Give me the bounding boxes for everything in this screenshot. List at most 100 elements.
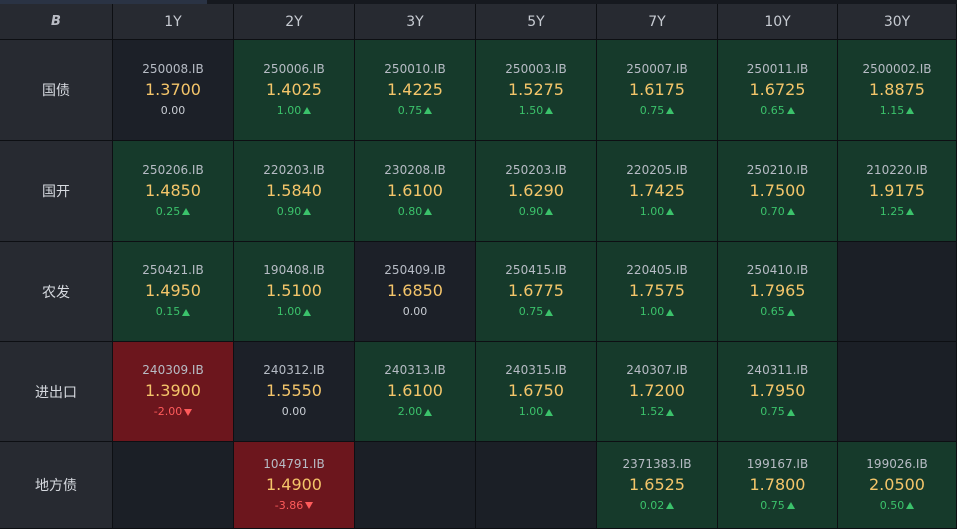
tenor-header-3y[interactable]: 3Y (355, 4, 476, 40)
arrow-up-icon (786, 107, 795, 114)
bond-cell[interactable]: 250203.IB 1.6290 0.90 (476, 141, 597, 242)
bond-cell[interactable]: 240309.IB 1.3900 -2.00 (113, 342, 234, 442)
bond-cell[interactable]: 250210.IB 1.7500 0.70 (718, 141, 838, 242)
bond-change-value: 0.75 (397, 103, 423, 117)
arrow-up-icon (786, 408, 795, 416)
bond-cell[interactable]: 240315.IB 1.6750 1.00 (476, 342, 597, 442)
arrow-up-icon (666, 502, 675, 509)
bond-yield: 1.8875 (869, 79, 925, 99)
bond-change-value: 0.75 (639, 103, 665, 117)
tenor-header-row: B 1Y 2Y 3Y 5Y 7Y 10Y 30Y (0, 4, 957, 40)
bond-code: 250011.IB (746, 61, 809, 76)
tenor-header-5y[interactable]: 5Y (476, 4, 597, 40)
bond-cell[interactable]: 250415.IB 1.6775 0.75 (476, 242, 597, 342)
bond-change-value: 0.75 (518, 305, 544, 318)
bond-change-value: -3.86 (274, 498, 304, 512)
bond-change-value: -2.00 (153, 405, 183, 418)
bond-change-value: 0.80 (397, 204, 423, 218)
bond-code: 240312.IB (263, 363, 325, 377)
tenor-header-7y[interactable]: 7Y (597, 4, 718, 40)
bond-code: 250409.IB (384, 263, 446, 277)
bond-cell[interactable]: 250010.IB 1.4225 0.75 (355, 40, 476, 141)
bond-yield: 1.6725 (749, 79, 806, 99)
bond-change: 2.00 (398, 404, 433, 420)
row-label: 进出口 (0, 342, 113, 442)
bond-cell[interactable]: 210220.IB 1.9175 1.25 (838, 141, 957, 242)
bond-cell[interactable]: 240307.IB 1.7200 1.52 (597, 342, 718, 442)
bond-cell[interactable]: 220405.IB 1.7575 1.00 (597, 242, 718, 342)
arrow-up-icon (906, 502, 915, 509)
bond-cell[interactable]: 250008.IB 1.3700 0.00 (113, 40, 234, 141)
bond-cell[interactable]: 190408.IB 1.5100 1.00 (234, 242, 355, 342)
bond-cell[interactable]: 220203.IB 1.5840 0.90 (234, 141, 355, 242)
bond-cell[interactable]: 240311.IB 1.7950 0.75 (718, 342, 838, 442)
bond-code: 220203.IB (263, 162, 325, 177)
bond-cell[interactable]: 240313.IB 1.6100 2.00 (355, 342, 476, 442)
bond-change: 1.52 (640, 404, 675, 420)
arrow-up-icon (545, 107, 554, 114)
bond-change: 0.65 (760, 103, 795, 119)
tenor-header-1y[interactable]: 1Y (113, 4, 234, 40)
bond-change-value: 0.90 (518, 204, 544, 218)
bond-change-value: 0.15 (155, 305, 181, 318)
bond-yield: 1.7500 (749, 180, 806, 200)
bond-cell[interactable]: 250007.IB 1.6175 0.75 (597, 40, 718, 141)
bond-cell[interactable]: 2371383.IB 1.6525 0.02 (597, 442, 718, 529)
bond-cell[interactable]: 250421.IB 1.4950 0.15 (113, 242, 234, 342)
bond-cell[interactable]: 250409.IB 1.6850 0.00 (355, 242, 476, 342)
arrow-up-icon (906, 208, 915, 215)
bond-cell[interactable]: 230208.IB 1.6100 0.80 (355, 141, 476, 242)
bond-change-value: 1.25 (879, 204, 905, 218)
bond-yield: 1.5550 (266, 381, 322, 400)
bond-cell[interactable]: 250006.IB 1.4025 1.00 (234, 40, 355, 141)
empty-cell (113, 442, 234, 529)
bond-change: 1.00 (519, 404, 554, 420)
empty-cell (355, 442, 476, 529)
bond-change-value: 0.90 (276, 204, 302, 218)
bond-change: 0.70 (760, 204, 795, 220)
bond-yield: 1.4850 (145, 180, 201, 200)
bond-yield: 1.6290 (508, 180, 564, 200)
bond-change: 0.00 (403, 304, 428, 320)
bond-code: 190408.IB (263, 263, 325, 277)
bond-change-value: 1.50 (518, 103, 544, 117)
arrow-up-icon (545, 208, 554, 215)
bond-change-value: 1.15 (879, 103, 905, 117)
bond-cell[interactable]: 2500002.IB 1.8875 1.15 (838, 40, 957, 141)
bond-change-value: 2.00 (397, 405, 423, 418)
bond-cell[interactable]: 199026.IB 2.0500 0.50 (838, 442, 957, 529)
bond-cell[interactable]: 250011.IB 1.6725 0.65 (718, 40, 838, 141)
tenor-header-2y[interactable]: 2Y (234, 4, 355, 40)
bond-cell[interactable]: 104791.IB 1.4900 -3.86 (234, 442, 355, 529)
arrow-down-icon (184, 408, 193, 416)
bond-change: 0.75 (519, 304, 554, 320)
tenor-header-10y[interactable]: 10Y (718, 4, 838, 40)
bond-cell[interactable]: 250206.IB 1.4850 0.25 (113, 141, 234, 242)
empty-cell (838, 242, 957, 342)
bond-code: 250010.IB (384, 61, 446, 76)
bond-change: 1.00 (277, 103, 312, 119)
tenor-header-30y[interactable]: 30Y (838, 4, 957, 40)
bond-cell[interactable]: 250410.IB 1.7965 0.65 (718, 242, 838, 342)
bond-cell[interactable]: 220205.IB 1.7425 1.00 (597, 141, 718, 242)
bond-yield: 1.4225 (387, 79, 443, 99)
bond-code: 2500002.IB (862, 61, 932, 76)
bond-change-value: 0.75 (760, 498, 785, 512)
bond-change: -3.86 (274, 498, 314, 514)
bond-yield: 1.6175 (629, 79, 685, 99)
bond-change: 1.15 (880, 103, 915, 119)
bond-code: 250410.IB (746, 263, 809, 277)
bond-change-value: 1.52 (639, 405, 665, 418)
bond-cell[interactable]: 199167.IB 1.7800 0.75 (718, 442, 838, 529)
bond-change-value: 0.70 (760, 204, 785, 218)
bond-code: 250415.IB (505, 263, 567, 277)
bond-change: 1.00 (640, 204, 675, 220)
bond-code: 250203.IB (505, 162, 567, 177)
bond-change-value: 0.50 (879, 498, 905, 512)
bond-change: 0.00 (161, 103, 186, 119)
bond-change: 0.50 (880, 498, 915, 514)
bond-cell[interactable]: 240312.IB 1.5550 0.00 (234, 342, 355, 442)
arrow-up-icon (545, 308, 554, 316)
bond-cell[interactable]: 250003.IB 1.5275 1.50 (476, 40, 597, 141)
bond-change: 0.15 (156, 304, 191, 320)
